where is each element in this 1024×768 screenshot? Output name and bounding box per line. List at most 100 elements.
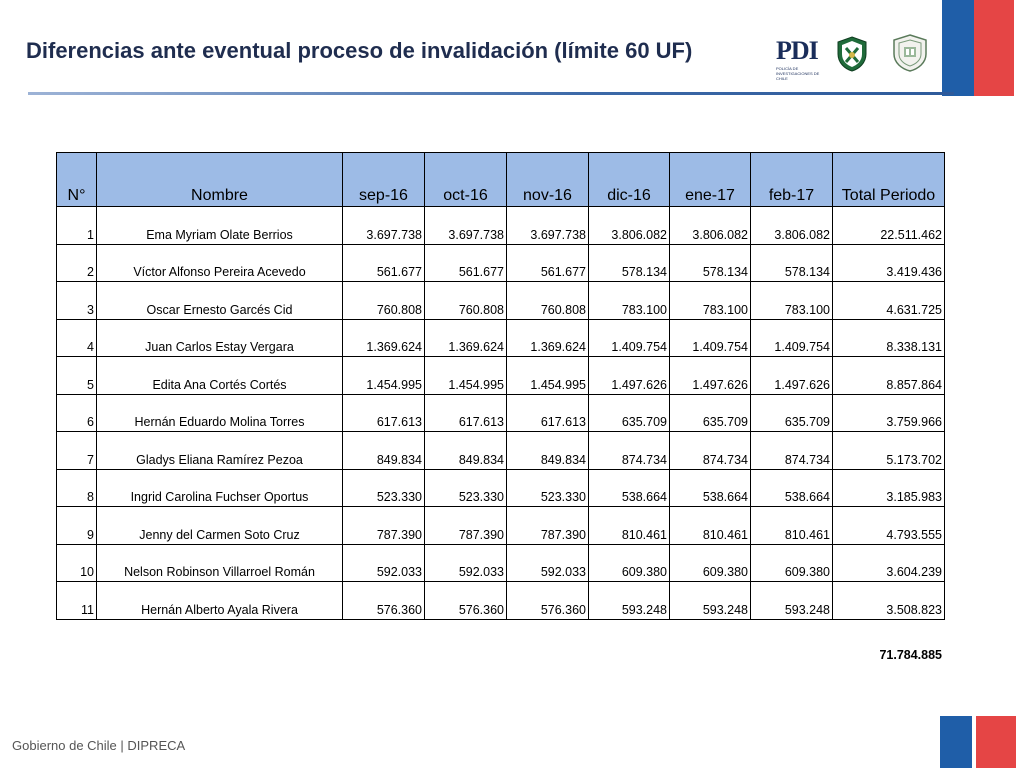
name-cell: Oscar Ernesto Garcés Cid (96, 281, 343, 320)
table-row: 8 Ingrid Carolina Fuchser Oportus 523.330 5… (56, 468, 945, 507)
footer-text: Gobierno de Chile | DIPRECA (12, 738, 186, 753)
amount-cell: 635.709 (669, 393, 751, 432)
name-cell: Ema Myriam Olate Berrios (96, 206, 343, 245)
name-cell: Víctor Alfonso Pereira Acevedo (96, 243, 343, 282)
name-cell: Edita Ana Cortés Cortés (96, 356, 343, 395)
grand-total: 71.784.885 (879, 648, 942, 662)
amount-cell: 576.360 (506, 581, 589, 620)
table-row: 6 Hernán Eduardo Molina Torres 617.613 617.… (56, 393, 945, 432)
title-underline (28, 92, 954, 95)
amount-cell: 593.248 (588, 581, 670, 620)
amount-cell: 1.409.754 (750, 318, 833, 357)
table-row: 1 Ema Myriam Olate Berrios 3.697.738 3.697.… (56, 206, 945, 245)
amount-cell: 578.134 (588, 243, 670, 282)
table-header-row: N° Nombre sep-16 oct-16 nov-16 dic-16 en… (56, 152, 945, 207)
amount-cell: 760.808 (506, 281, 589, 320)
table-row: 3 Oscar Ernesto Garcés Cid 760.808 760.808 7… (56, 281, 945, 320)
amount-cell: 760.808 (424, 281, 507, 320)
amount-cell: 617.613 (506, 393, 589, 432)
amount-cell: 576.360 (424, 581, 507, 620)
row-number-cell: 3 (56, 281, 97, 320)
amount-cell: 3.806.082 (750, 206, 833, 245)
row-number-cell: 1 (56, 206, 97, 245)
table-row: 11 Hernán Alberto Ayala Rivera 576.360 576.… (56, 581, 945, 620)
total-cell: 3.419.436 (832, 243, 945, 282)
total-cell: 4.793.555 (832, 506, 945, 545)
amount-cell: 609.380 (588, 543, 670, 582)
total-cell: 4.631.725 (832, 281, 945, 320)
amount-cell: 783.100 (669, 281, 751, 320)
amount-cell: 787.390 (342, 506, 425, 545)
col-header-ene-17: ene-17 (669, 152, 751, 207)
amount-cell: 1.369.624 (424, 318, 507, 357)
col-header-sep-16: sep-16 (342, 152, 425, 207)
table-row: 7 Gladys Eliana Ramírez Pezoa 849.834 849.8… (56, 431, 945, 470)
flag-decoration-top (942, 0, 1014, 96)
amount-cell: 578.134 (669, 243, 751, 282)
row-number-cell: 4 (56, 318, 97, 357)
dipreca-emblem-icon (893, 34, 927, 72)
amount-cell: 874.734 (588, 431, 670, 470)
table-row: 2 Víctor Alfonso Pereira Acevedo 561.677 56… (56, 243, 945, 282)
total-cell: 5.173.702 (832, 431, 945, 470)
name-cell: Juan Carlos Estay Vergara (96, 318, 343, 357)
carabineros-shield-icon (837, 36, 867, 72)
amount-cell: 538.664 (588, 468, 670, 507)
table-row: 4 Juan Carlos Estay Vergara 1.369.624 1.369… (56, 318, 945, 357)
amount-cell: 849.834 (506, 431, 589, 470)
amount-cell: 1.454.995 (342, 356, 425, 395)
flag-decoration-bottom (940, 716, 1016, 768)
col-header-name: Nombre (96, 152, 343, 207)
amount-cell: 874.734 (750, 431, 833, 470)
amount-cell: 810.461 (669, 506, 751, 545)
amount-cell: 635.709 (588, 393, 670, 432)
row-number-cell: 10 (56, 543, 97, 582)
amount-cell: 810.461 (750, 506, 833, 545)
total-cell: 3.604.239 (832, 543, 945, 582)
table-row: 5 Edita Ana Cortés Cortés 1.454.995 1.454.9… (56, 356, 945, 395)
total-cell: 3.185.983 (832, 468, 945, 507)
amount-cell: 635.709 (750, 393, 833, 432)
amount-cell: 787.390 (424, 506, 507, 545)
amount-cell: 576.360 (342, 581, 425, 620)
amount-cell: 578.134 (750, 243, 833, 282)
amount-cell: 538.664 (750, 468, 833, 507)
amount-cell: 523.330 (506, 468, 589, 507)
row-number-cell: 5 (56, 356, 97, 395)
amount-cell: 561.677 (424, 243, 507, 282)
table-row: 9 Jenny del Carmen Soto Cruz 787.390 787.39… (56, 506, 945, 545)
row-number-cell: 7 (56, 431, 97, 470)
amount-cell: 1.409.754 (669, 318, 751, 357)
amount-cell: 3.697.738 (342, 206, 425, 245)
row-number-cell: 8 (56, 468, 97, 507)
amount-cell: 849.834 (424, 431, 507, 470)
amount-cell: 561.677 (506, 243, 589, 282)
amount-cell: 3.806.082 (669, 206, 751, 245)
col-header-number: N° (56, 152, 97, 207)
amount-cell: 592.033 (506, 543, 589, 582)
amount-cell: 849.834 (342, 431, 425, 470)
name-cell: Nelson Robinson Villarroel Román (96, 543, 343, 582)
col-header-dic-16: dic-16 (588, 152, 670, 207)
differences-table: N° Nombre sep-16 oct-16 nov-16 dic-16 en… (56, 152, 945, 620)
amount-cell: 760.808 (342, 281, 425, 320)
amount-cell: 3.697.738 (424, 206, 507, 245)
amount-cell: 1.454.995 (424, 356, 507, 395)
amount-cell: 538.664 (669, 468, 751, 507)
amount-cell: 1.497.626 (750, 356, 833, 395)
amount-cell: 3.697.738 (506, 206, 589, 245)
amount-cell: 609.380 (750, 543, 833, 582)
row-number-cell: 2 (56, 243, 97, 282)
amount-cell: 1.497.626 (669, 356, 751, 395)
col-header-nov-16: nov-16 (506, 152, 589, 207)
row-number-cell: 6 (56, 393, 97, 432)
name-cell: Gladys Eliana Ramírez Pezoa (96, 431, 343, 470)
amount-cell: 1.369.624 (506, 318, 589, 357)
amount-cell: 783.100 (750, 281, 833, 320)
slide-title: Diferencias ante eventual proceso de inv… (26, 38, 693, 63)
amount-cell: 617.613 (424, 393, 507, 432)
row-number-cell: 9 (56, 506, 97, 545)
amount-cell: 523.330 (424, 468, 507, 507)
amount-cell: 593.248 (669, 581, 751, 620)
amount-cell: 1.409.754 (588, 318, 670, 357)
